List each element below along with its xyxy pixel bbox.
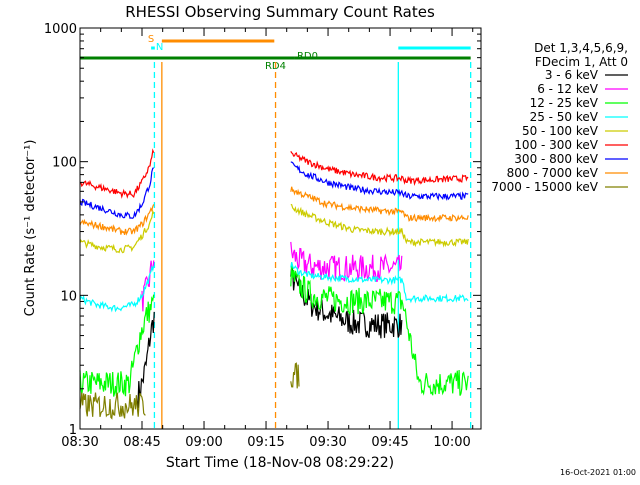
legend-header-1: FDecim 1, Att 0 [535,55,628,69]
chart-title: RHESSI Observing Summary Count Rates [125,3,435,21]
legend-label-6: 300 - 800 keV [514,152,598,166]
series-5 [79,148,469,199]
x-axis-label: Start Time (18-Nov-08 08:29:22) [166,455,394,471]
x-tick-label-2: 09:00 [185,435,222,450]
x-tick-label-6: 10:00 [433,435,470,450]
x-tick-label-4: 09:30 [309,435,346,450]
series-1-post [290,241,403,282]
series-8 [79,362,300,420]
series-4 [79,203,469,254]
legend-label-0: 3 - 6 keV [545,68,599,82]
series-6-pre [79,167,154,219]
series-7-pre [79,204,155,236]
night-flag-label: N [156,42,163,53]
legend-label-4: 50 - 100 keV [522,124,599,138]
series-layer [79,148,469,420]
x-tick-label-0: 08:30 [61,435,98,450]
series-2-pre [79,294,155,397]
series-3 [79,261,469,313]
legend-label-8: 7000 - 15000 keV [491,180,598,194]
y-tick-label-1: 10 [60,289,77,304]
timestamp: 16-Oct-2021 01:00 [560,468,636,477]
series-6-post [290,161,469,202]
series-8-post [290,362,300,389]
y-tick-label-0: 1 [69,423,77,438]
x-tick-label-1: 08:45 [123,435,160,450]
axes-layer: 08:30 08:45 09:00 09:15 09:30 09:45 10:00 1 10 10… [44,22,481,450]
series-3-post [290,261,469,304]
series-2 [79,265,469,397]
x-tick-label-5: 09:45 [371,435,408,450]
legend-label-5: 100 - 300 keV [514,138,598,152]
vertical-line-layer [153,62,472,429]
legend-label-3: 25 - 50 keV [530,110,599,124]
legend-header-0: Det 1,3,4,5,6,9, [534,41,628,55]
series-6 [79,161,469,219]
series-7 [79,186,469,236]
y-axis-label: Count Rate (s⁻¹ detector⁻¹) [23,140,38,317]
y-tick-label-2: 100 [52,156,77,171]
series-2-post [290,265,469,396]
saa-flag-label: S [148,34,154,45]
series-5-pre [79,148,155,199]
rd0-flag-label: RD0 [297,51,318,62]
series-8-pre [79,392,146,420]
legend-label-2: 12 - 25 keV [530,96,599,110]
y-tick-label-3: 1000 [44,22,77,37]
series-7-post [290,186,469,223]
legend-label-7: 800 - 7000 keV [507,166,599,180]
series-3-pre [79,265,155,313]
x-tick-label-3: 09:15 [247,435,284,450]
series-5-post [290,151,469,186]
legend-label-1: 6 - 12 keV [537,82,599,96]
series-4-pre [79,209,155,254]
series-0-post [290,265,403,339]
legend: Det 1,3,4,5,6,9,FDecim 1, Att 03 - 6 keV… [491,41,628,194]
plot-frame [79,27,482,430]
series-4-post [290,203,469,248]
